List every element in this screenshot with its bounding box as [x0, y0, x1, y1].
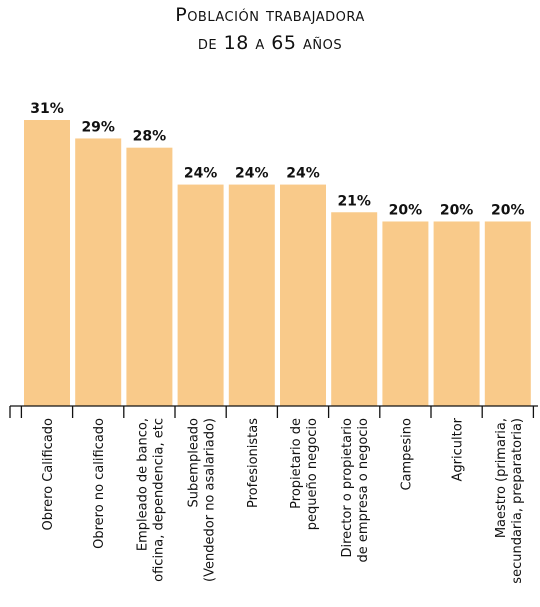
tick-label-line: de empresa o negocio — [356, 418, 371, 563]
tick-label-line: secundaria, preparatoria) — [510, 418, 525, 584]
category-label: Propietario depequeño negocio — [289, 418, 320, 530]
data-label: 20% — [389, 202, 423, 218]
tick-label-line: Subempleado — [187, 418, 202, 507]
category-label: Campesino — [399, 418, 414, 491]
data-label: 20% — [491, 202, 525, 218]
data-label: 21% — [337, 193, 371, 209]
tick-label: Campesino — [399, 418, 414, 491]
category-label: Obrero no calificado — [92, 418, 107, 549]
tick-label-line: (Vendedor no asalariado) — [203, 418, 218, 582]
category-label: Obrero Calificado — [41, 418, 56, 531]
category-label: Empleado de banco,oficina, dependencia, … — [135, 418, 166, 582]
tick-label-line: Propietario de — [289, 418, 304, 509]
bar — [126, 147, 173, 406]
category-label: Profesionistas — [246, 418, 261, 508]
data-label: 28% — [133, 129, 167, 145]
bar — [280, 184, 326, 406]
bar — [382, 221, 429, 406]
tick-label: Maestro (primaria,secundaria, preparator… — [494, 418, 525, 584]
tick-label-line: Profesionistas — [246, 418, 261, 508]
category-label: Agricultor — [451, 417, 466, 481]
bar — [177, 184, 224, 406]
tick-label: Agricultor — [451, 417, 466, 481]
bar — [24, 120, 70, 406]
tick-label: Obrero Calificado — [41, 418, 56, 531]
category-label: Director o propietariode empresa o negoc… — [340, 418, 371, 563]
bar — [484, 221, 531, 406]
data-label: 29% — [81, 119, 115, 135]
bar — [75, 138, 122, 407]
tick-label-line: Empleado de banco, — [135, 418, 150, 551]
tick-label-line: pequeño negocio — [305, 418, 320, 530]
bar — [228, 184, 275, 406]
tick-label: Propietario depequeño negocio — [289, 418, 320, 530]
category-label: Maestro (primaria,secundaria, preparator… — [494, 418, 525, 584]
bar — [331, 212, 378, 406]
data-label: 24% — [286, 166, 320, 182]
chart-title-line-1: Población trabajadora — [175, 4, 365, 26]
tick-label-line: Obrero Calificado — [41, 418, 56, 531]
tick-label-line: Obrero no calificado — [92, 418, 107, 549]
tick-label-line: Agricultor — [451, 417, 466, 481]
category-label: Subempleado(Vendedor no asalariado) — [187, 418, 218, 582]
data-label: 20% — [440, 202, 474, 218]
chart-title-line-2: de 18 a 65 años — [197, 32, 343, 54]
tick-label: Director o propietariode empresa o negoc… — [340, 418, 371, 563]
tick-label: Subempleado(Vendedor no asalariado) — [187, 418, 218, 582]
tick-label: Obrero no calificado — [92, 418, 107, 549]
data-label: 24% — [184, 166, 218, 182]
tick-label-line: oficina, dependencia, etc — [151, 418, 166, 582]
tick-label-line: Maestro (primaria, — [494, 418, 509, 538]
data-label: 24% — [235, 166, 269, 182]
bar — [433, 221, 480, 406]
data-label: 31% — [30, 101, 64, 117]
tick-label: Empleado de banco,oficina, dependencia, … — [135, 418, 166, 582]
tick-label: Profesionistas — [246, 418, 261, 508]
tick-label-line: Director o propietario — [340, 418, 355, 558]
tick-label-line: Campesino — [399, 418, 414, 491]
